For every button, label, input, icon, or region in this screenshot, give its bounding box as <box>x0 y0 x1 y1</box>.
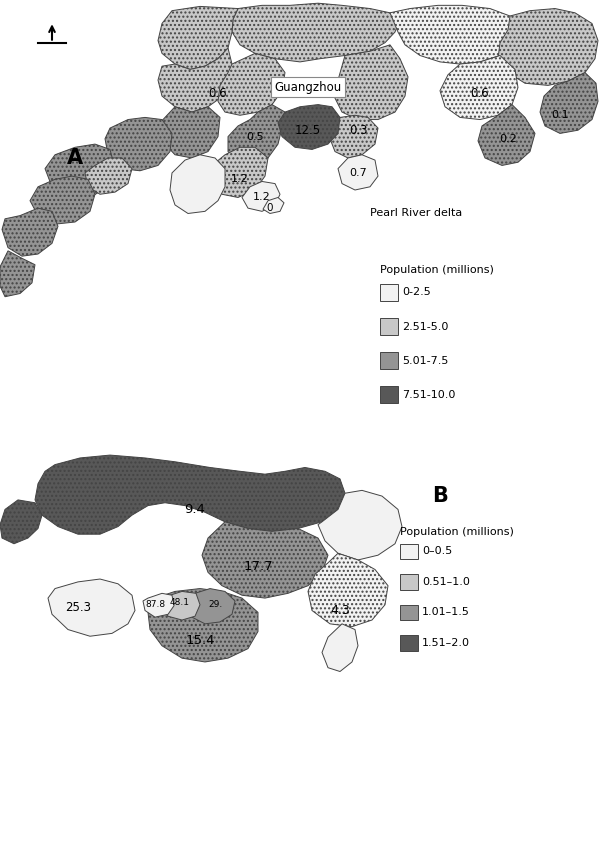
Text: Pearl River delta: Pearl River delta <box>370 209 462 218</box>
Bar <box>380 386 398 404</box>
Text: Population (millions): Population (millions) <box>380 265 494 275</box>
Text: 0.3: 0.3 <box>349 124 367 137</box>
Bar <box>380 352 398 369</box>
Polygon shape <box>322 624 358 671</box>
Text: B: B <box>432 486 448 506</box>
Text: A: A <box>67 148 83 168</box>
Polygon shape <box>212 147 268 197</box>
Polygon shape <box>242 182 280 211</box>
Bar <box>400 604 418 620</box>
Text: 5.01-7.5: 5.01-7.5 <box>402 356 448 365</box>
Polygon shape <box>0 500 42 544</box>
Polygon shape <box>318 490 402 560</box>
Text: 0.2: 0.2 <box>499 133 517 144</box>
Text: 0.6: 0.6 <box>209 87 227 100</box>
Text: 1.2: 1.2 <box>253 192 271 203</box>
Text: Guangzhou: Guangzhou <box>274 81 341 94</box>
Polygon shape <box>35 456 345 534</box>
Text: Population (millions): Population (millions) <box>400 527 514 537</box>
Text: 29.: 29. <box>208 600 222 610</box>
Polygon shape <box>308 553 388 627</box>
Text: 0.5: 0.5 <box>246 132 264 142</box>
Polygon shape <box>148 589 258 662</box>
Polygon shape <box>2 208 58 256</box>
Text: 48.1: 48.1 <box>170 598 190 607</box>
Polygon shape <box>330 115 378 158</box>
Polygon shape <box>478 105 535 165</box>
Text: 1.51–2.0: 1.51–2.0 <box>422 638 470 648</box>
Polygon shape <box>390 5 520 64</box>
Polygon shape <box>158 6 238 69</box>
Text: 12.5: 12.5 <box>295 124 321 137</box>
Polygon shape <box>232 3 400 61</box>
Polygon shape <box>263 197 284 214</box>
Text: 17.7: 17.7 <box>243 560 273 573</box>
Text: 9.4: 9.4 <box>185 503 205 516</box>
Bar <box>400 574 418 590</box>
Polygon shape <box>85 158 132 194</box>
Polygon shape <box>0 251 35 297</box>
Polygon shape <box>30 176 95 224</box>
Text: 0–0.5: 0–0.5 <box>422 546 452 556</box>
Text: 0.6: 0.6 <box>470 87 490 100</box>
Polygon shape <box>48 579 135 637</box>
Polygon shape <box>335 45 408 120</box>
Polygon shape <box>163 591 200 620</box>
Polygon shape <box>160 107 220 158</box>
Text: 0.7: 0.7 <box>349 168 367 178</box>
Polygon shape <box>338 155 378 190</box>
Bar <box>400 544 418 559</box>
Polygon shape <box>498 9 598 86</box>
Text: 25.3: 25.3 <box>65 601 91 614</box>
Bar <box>400 636 418 650</box>
Polygon shape <box>105 118 172 171</box>
Text: 0: 0 <box>267 204 273 213</box>
Polygon shape <box>540 73 598 133</box>
Polygon shape <box>228 105 285 165</box>
Text: 1.01–1.5: 1.01–1.5 <box>422 607 470 617</box>
Text: 87.8: 87.8 <box>145 600 165 610</box>
Text: 15.4: 15.4 <box>185 635 215 648</box>
Bar <box>380 318 398 335</box>
Text: 7.51-10.0: 7.51-10.0 <box>402 390 455 400</box>
Polygon shape <box>143 593 174 617</box>
Polygon shape <box>170 155 225 214</box>
Text: 0.51–1.0: 0.51–1.0 <box>422 577 470 587</box>
Polygon shape <box>278 105 340 150</box>
Text: 0-2.5: 0-2.5 <box>402 288 431 297</box>
Text: 2.51-5.0: 2.51-5.0 <box>402 321 448 332</box>
Polygon shape <box>158 48 232 112</box>
Text: 4.3: 4.3 <box>330 604 350 617</box>
Text: 1.2: 1.2 <box>231 174 249 184</box>
Polygon shape <box>202 522 328 598</box>
Bar <box>380 284 398 301</box>
Text: 0.1: 0.1 <box>551 110 569 120</box>
Polygon shape <box>218 54 285 115</box>
Polygon shape <box>45 144 115 197</box>
Polygon shape <box>440 55 518 120</box>
Polygon shape <box>188 589 235 624</box>
